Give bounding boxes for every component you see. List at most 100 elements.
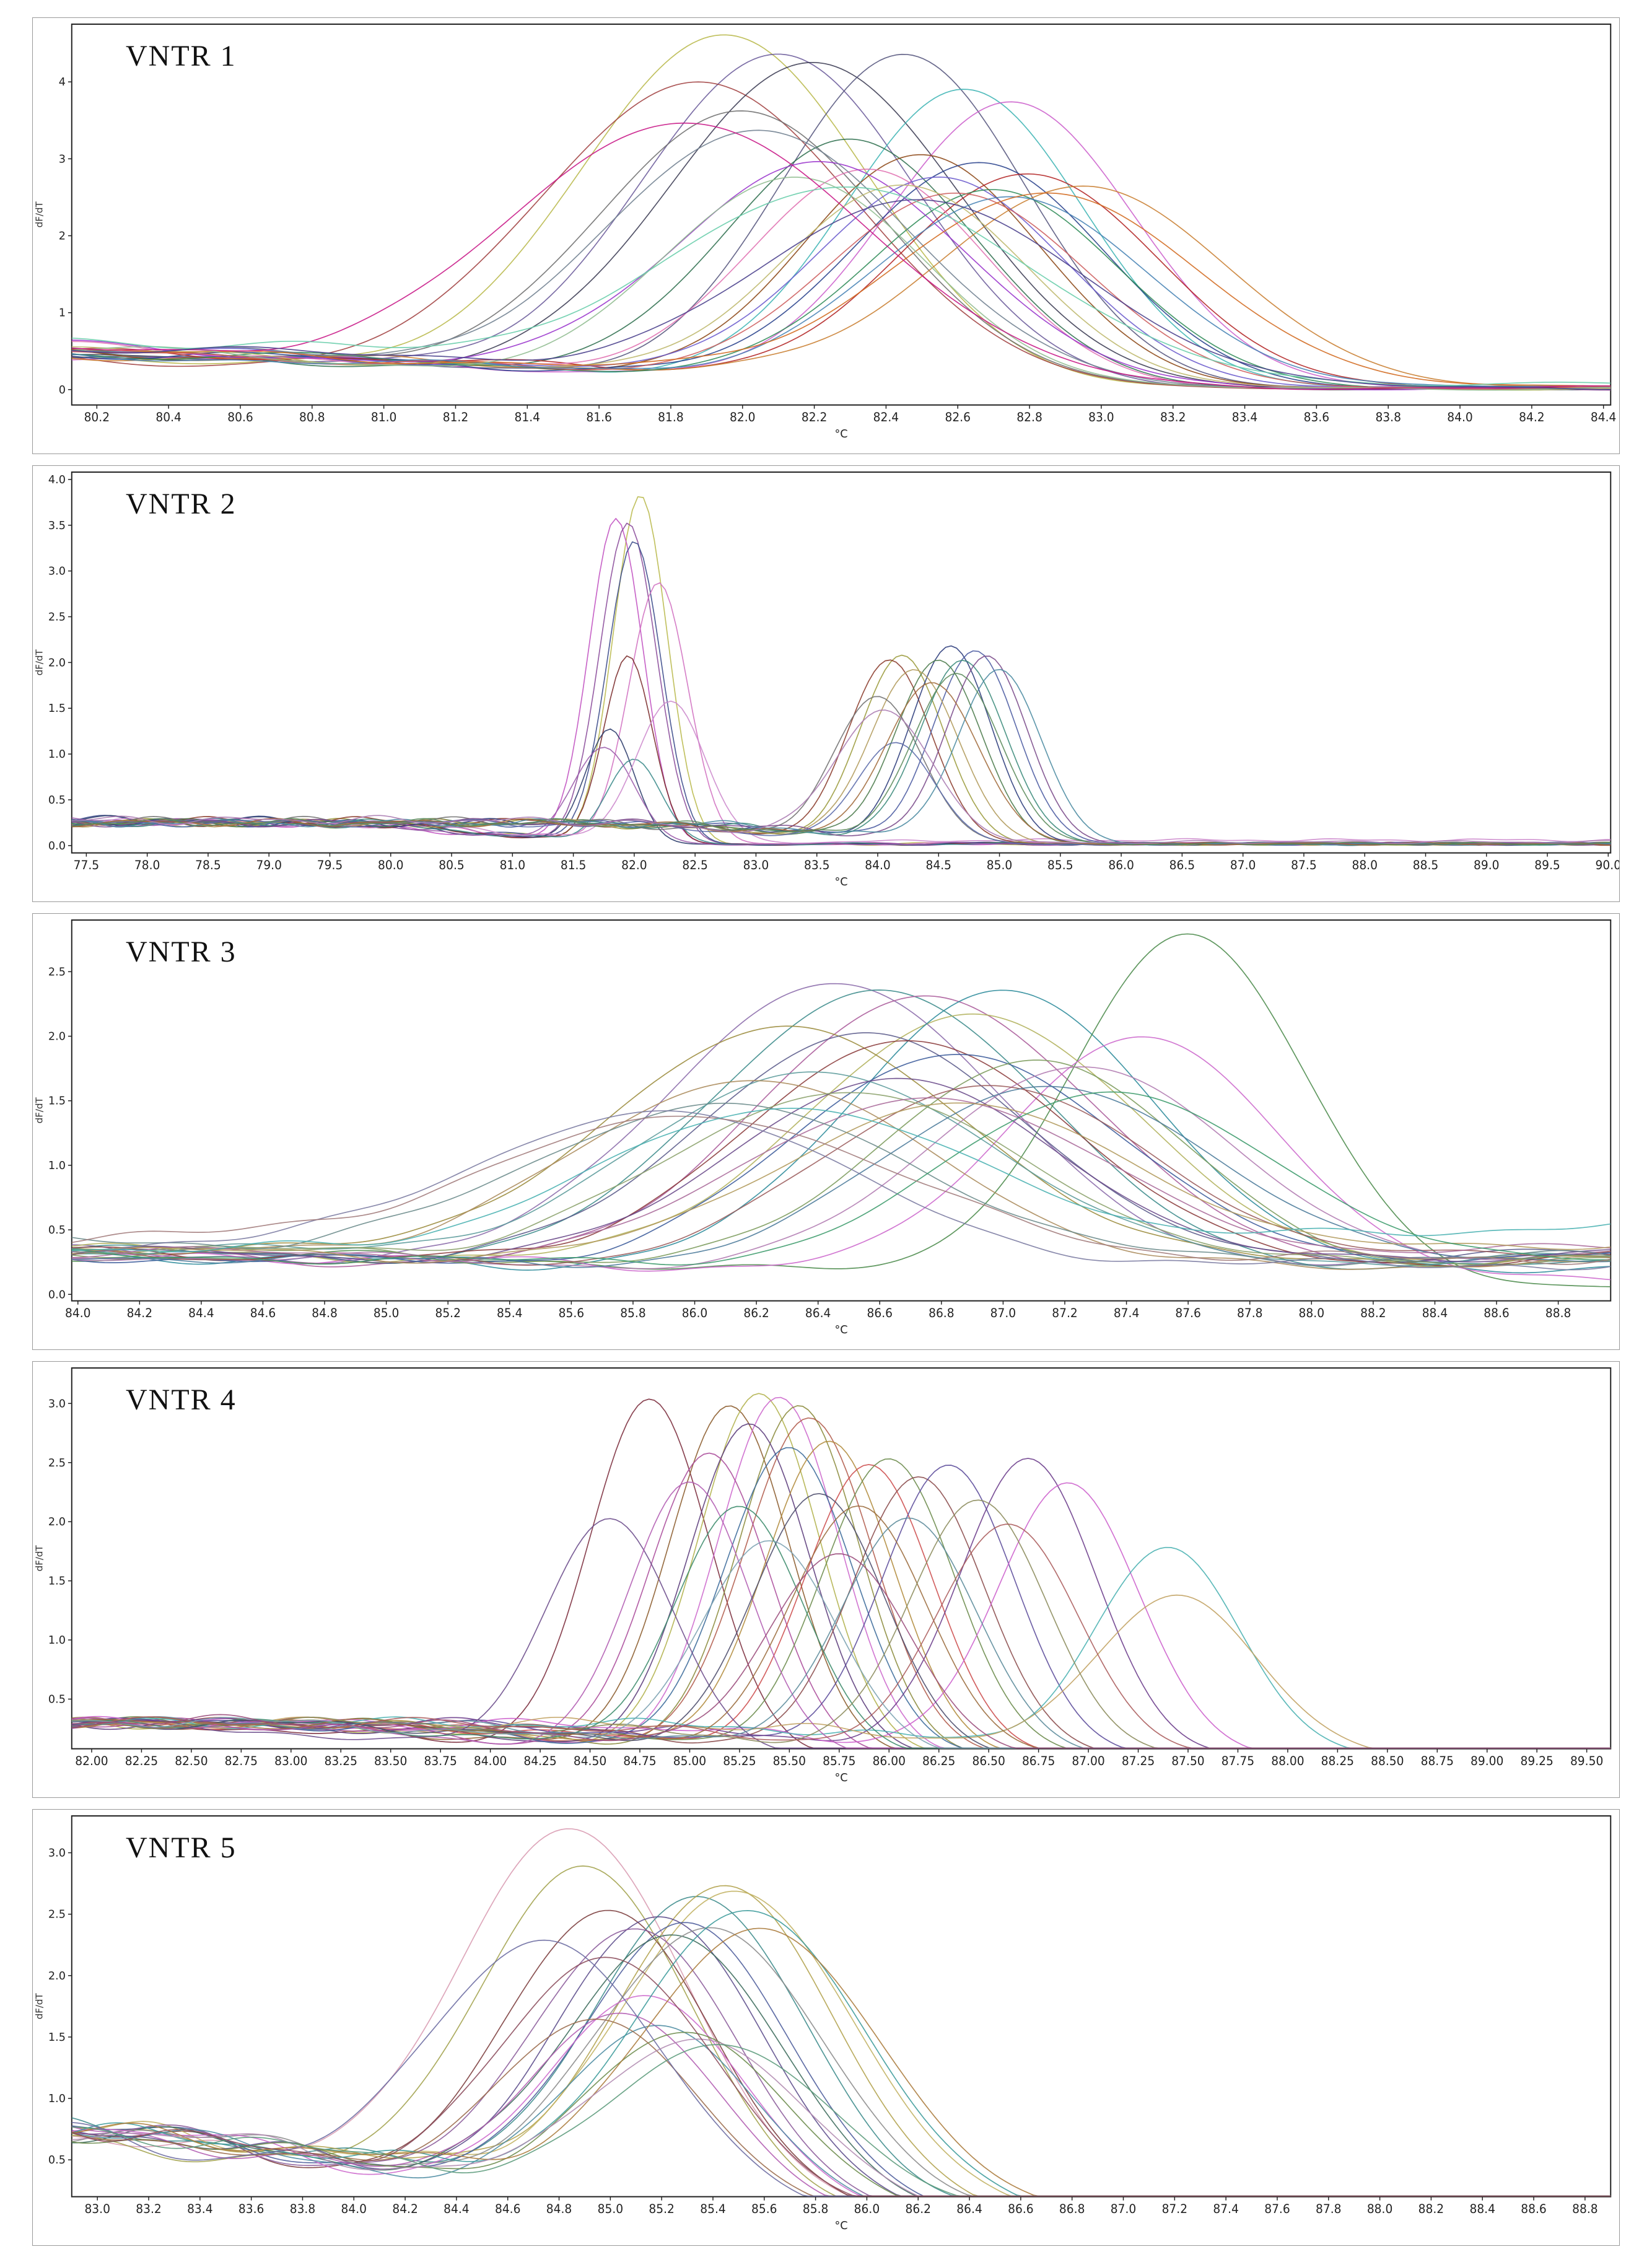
svg-text:3: 3	[59, 152, 66, 165]
svg-text:77.5: 77.5	[74, 859, 100, 872]
svg-text:86.00: 86.00	[873, 1755, 906, 1768]
svg-text:0: 0	[59, 383, 66, 397]
svg-text:2.0: 2.0	[48, 1515, 66, 1528]
svg-text:81.4: 81.4	[515, 411, 541, 424]
svg-text:82.75: 82.75	[225, 1755, 258, 1768]
svg-text:0.5: 0.5	[48, 794, 66, 807]
svg-text:dF/dT: dF/dT	[34, 649, 45, 675]
melt-curve-panel-vntr1: VNTR 1 80.2 80.4 80.6 80.8 81.0 81.2 81.4 81.6 8…	[32, 17, 1620, 454]
svg-text:87.0: 87.0	[990, 1307, 1016, 1320]
melt-curves-plot: 77.5 78.0 78.5 79.0 79.5 80.0 80.5 81.0 81.5 82.0…	[34, 471, 1619, 888]
svg-text:83.4: 83.4	[187, 2202, 213, 2216]
svg-text:85.6: 85.6	[751, 2202, 777, 2216]
svg-text:85.6: 85.6	[559, 1307, 585, 1320]
svg-text:83.5: 83.5	[804, 859, 830, 872]
svg-text:83.25: 83.25	[325, 1755, 357, 1768]
svg-text:85.0: 85.0	[374, 1307, 400, 1320]
svg-text:88.8: 88.8	[1572, 2202, 1598, 2216]
svg-text:88.25: 88.25	[1321, 1755, 1354, 1768]
svg-text:0.5: 0.5	[48, 2154, 66, 2167]
svg-text:80.6: 80.6	[227, 411, 253, 424]
svg-text:87.0: 87.0	[1111, 2202, 1137, 2216]
svg-text:85.8: 85.8	[620, 1307, 646, 1320]
svg-text:78.0: 78.0	[134, 859, 160, 872]
svg-text:82.0: 82.0	[730, 411, 756, 424]
svg-text:85.50: 85.50	[773, 1755, 806, 1768]
svg-text:88.00: 88.00	[1271, 1755, 1304, 1768]
svg-text:2.5: 2.5	[48, 965, 66, 978]
panel-title: VNTR 5	[126, 1831, 237, 1864]
svg-text:87.8: 87.8	[1316, 2202, 1342, 2216]
svg-text:88.8: 88.8	[1545, 1307, 1571, 1320]
svg-text:84.8: 84.8	[546, 2202, 572, 2216]
svg-text:84.4: 84.4	[444, 2202, 470, 2216]
svg-text:84.6: 84.6	[250, 1307, 276, 1320]
svg-text:85.0: 85.0	[987, 859, 1013, 872]
svg-text:83.6: 83.6	[1304, 411, 1330, 424]
svg-text:86.25: 86.25	[922, 1755, 955, 1768]
svg-text:81.6: 81.6	[586, 411, 612, 424]
svg-text:88.50: 88.50	[1371, 1755, 1404, 1768]
svg-text:83.00: 83.00	[274, 1755, 307, 1768]
svg-text:86.8: 86.8	[1059, 2202, 1085, 2216]
svg-text:85.00: 85.00	[673, 1755, 706, 1768]
panel-title: VNTR 4	[126, 1383, 237, 1416]
svg-text:84.0: 84.0	[865, 859, 891, 872]
svg-text:82.00: 82.00	[75, 1755, 108, 1768]
svg-text:86.0: 86.0	[1108, 859, 1134, 872]
svg-text:2.5: 2.5	[48, 610, 66, 623]
svg-text:86.4: 86.4	[805, 1307, 831, 1320]
svg-text:0.0: 0.0	[48, 839, 66, 852]
melt-curves-plot: 84.0 84.2 84.4 84.6 84.8 85.0 85.2 85.4 85.6 85.8…	[34, 919, 1612, 1336]
panel-title: VNTR 2	[126, 488, 237, 520]
svg-text:1.0: 1.0	[48, 2092, 66, 2105]
svg-text:84.25: 84.25	[523, 1755, 556, 1768]
svg-text:84.2: 84.2	[127, 1307, 153, 1320]
svg-text:2.5: 2.5	[48, 1457, 66, 1470]
svg-text:dF/dT: dF/dT	[34, 1097, 45, 1123]
svg-text:79.0: 79.0	[256, 859, 282, 872]
svg-text:87.6: 87.6	[1175, 1307, 1201, 1320]
svg-text:85.4: 85.4	[700, 2202, 726, 2216]
svg-text:dF/dT: dF/dT	[34, 1545, 45, 1571]
svg-text:83.50: 83.50	[374, 1755, 407, 1768]
svg-text:84.2: 84.2	[392, 2202, 418, 2216]
svg-text:82.8: 82.8	[1016, 411, 1042, 424]
svg-text:83.4: 83.4	[1232, 411, 1258, 424]
svg-text:86.6: 86.6	[867, 1307, 893, 1320]
svg-text:2: 2	[59, 229, 66, 242]
svg-text:83.0: 83.0	[743, 859, 769, 872]
svg-text:82.6: 82.6	[945, 411, 971, 424]
svg-text:3.5: 3.5	[48, 519, 66, 532]
svg-text:°C: °C	[834, 1771, 847, 1784]
svg-text:1.5: 1.5	[48, 1574, 66, 1587]
svg-text:87.4: 87.4	[1114, 1307, 1140, 1320]
svg-text:88.4: 88.4	[1422, 1307, 1448, 1320]
svg-text:85.0: 85.0	[598, 2202, 624, 2216]
melt-curves-plot: 83.0 83.2 83.4 83.6 83.8 84.0 84.2 84.4 84.6 84.8…	[34, 1815, 1612, 2232]
svg-text:79.5: 79.5	[317, 859, 343, 872]
svg-text:84.5: 84.5	[926, 859, 952, 872]
svg-text:87.8: 87.8	[1237, 1307, 1263, 1320]
svg-text:86.6: 86.6	[1008, 2202, 1034, 2216]
melt-curve-panel-vntr2: VNTR 2 77.5 78.0 78.5 79.0 79.5 80.0 80.5 81.0 8…	[32, 465, 1620, 902]
svg-text:81.2: 81.2	[443, 411, 469, 424]
melt-curve-panel-vntr4: VNTR 4 82.00 82.25 82.50 82.75 83.00 83.25 83.…	[32, 1361, 1620, 1798]
svg-text:87.75: 87.75	[1222, 1755, 1254, 1768]
svg-text:80.4: 80.4	[155, 411, 181, 424]
svg-text:2.5: 2.5	[48, 1908, 66, 1921]
svg-text:88.4: 88.4	[1469, 2202, 1495, 2216]
svg-text:1.0: 1.0	[48, 1634, 66, 1647]
svg-text:87.4: 87.4	[1213, 2202, 1239, 2216]
svg-text:84.00: 84.00	[474, 1755, 507, 1768]
svg-text:85.75: 85.75	[823, 1755, 855, 1768]
svg-text:3.0: 3.0	[48, 1397, 66, 1410]
svg-text:83.8: 83.8	[290, 2202, 316, 2216]
svg-text:85.2: 85.2	[649, 2202, 675, 2216]
svg-text:3.0: 3.0	[48, 1846, 66, 1859]
svg-text:83.0: 83.0	[84, 2202, 110, 2216]
svg-text:3.0: 3.0	[48, 564, 66, 577]
svg-text:84.6: 84.6	[495, 2202, 521, 2216]
svg-text:88.0: 88.0	[1352, 859, 1378, 872]
svg-text:84.2: 84.2	[1519, 411, 1545, 424]
